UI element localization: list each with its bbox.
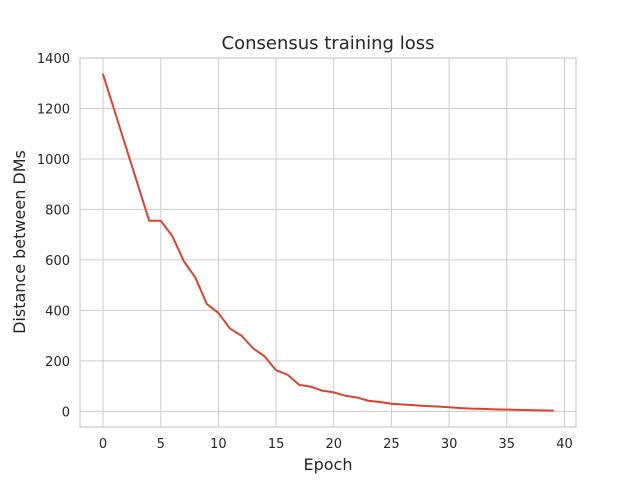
loss-series-line: [102, 73, 554, 412]
y-tick-label: 1000: [37, 153, 70, 168]
x-tick-label: 0: [99, 437, 107, 452]
grid: [80, 57, 576, 427]
y-tick-label: 800: [45, 203, 70, 218]
x-axis-label: Epoch: [304, 455, 353, 474]
x-tick-label: 10: [210, 437, 227, 452]
x-tick-label: 25: [383, 437, 400, 452]
x-tick-label: 20: [325, 437, 342, 452]
x-tick-label: 40: [556, 437, 573, 452]
y-tick-label: 1200: [37, 102, 70, 117]
x-tick-labels: 0 5 10 15 20 25 30 35 40: [99, 437, 573, 452]
plot-frame: [79, 57, 577, 428]
y-tick-label: 0: [62, 405, 70, 420]
chart-title: Consensus training loss: [222, 33, 435, 54]
x-tick-label: 30: [441, 437, 458, 452]
y-tick-labels: 0 200 400 600 800 1000 1200 1400: [37, 52, 70, 420]
y-tick-label: 600: [45, 254, 70, 269]
series-group: [102, 73, 554, 412]
y-axis-label: Distance between DMs: [10, 150, 29, 334]
x-tick-label: 35: [499, 437, 516, 452]
x-tick-label: 5: [157, 437, 165, 452]
y-tick-label: 400: [45, 304, 70, 319]
x-tick-label: 15: [268, 437, 285, 452]
y-tick-label: 1400: [37, 52, 70, 67]
y-tick-label: 200: [45, 355, 70, 370]
